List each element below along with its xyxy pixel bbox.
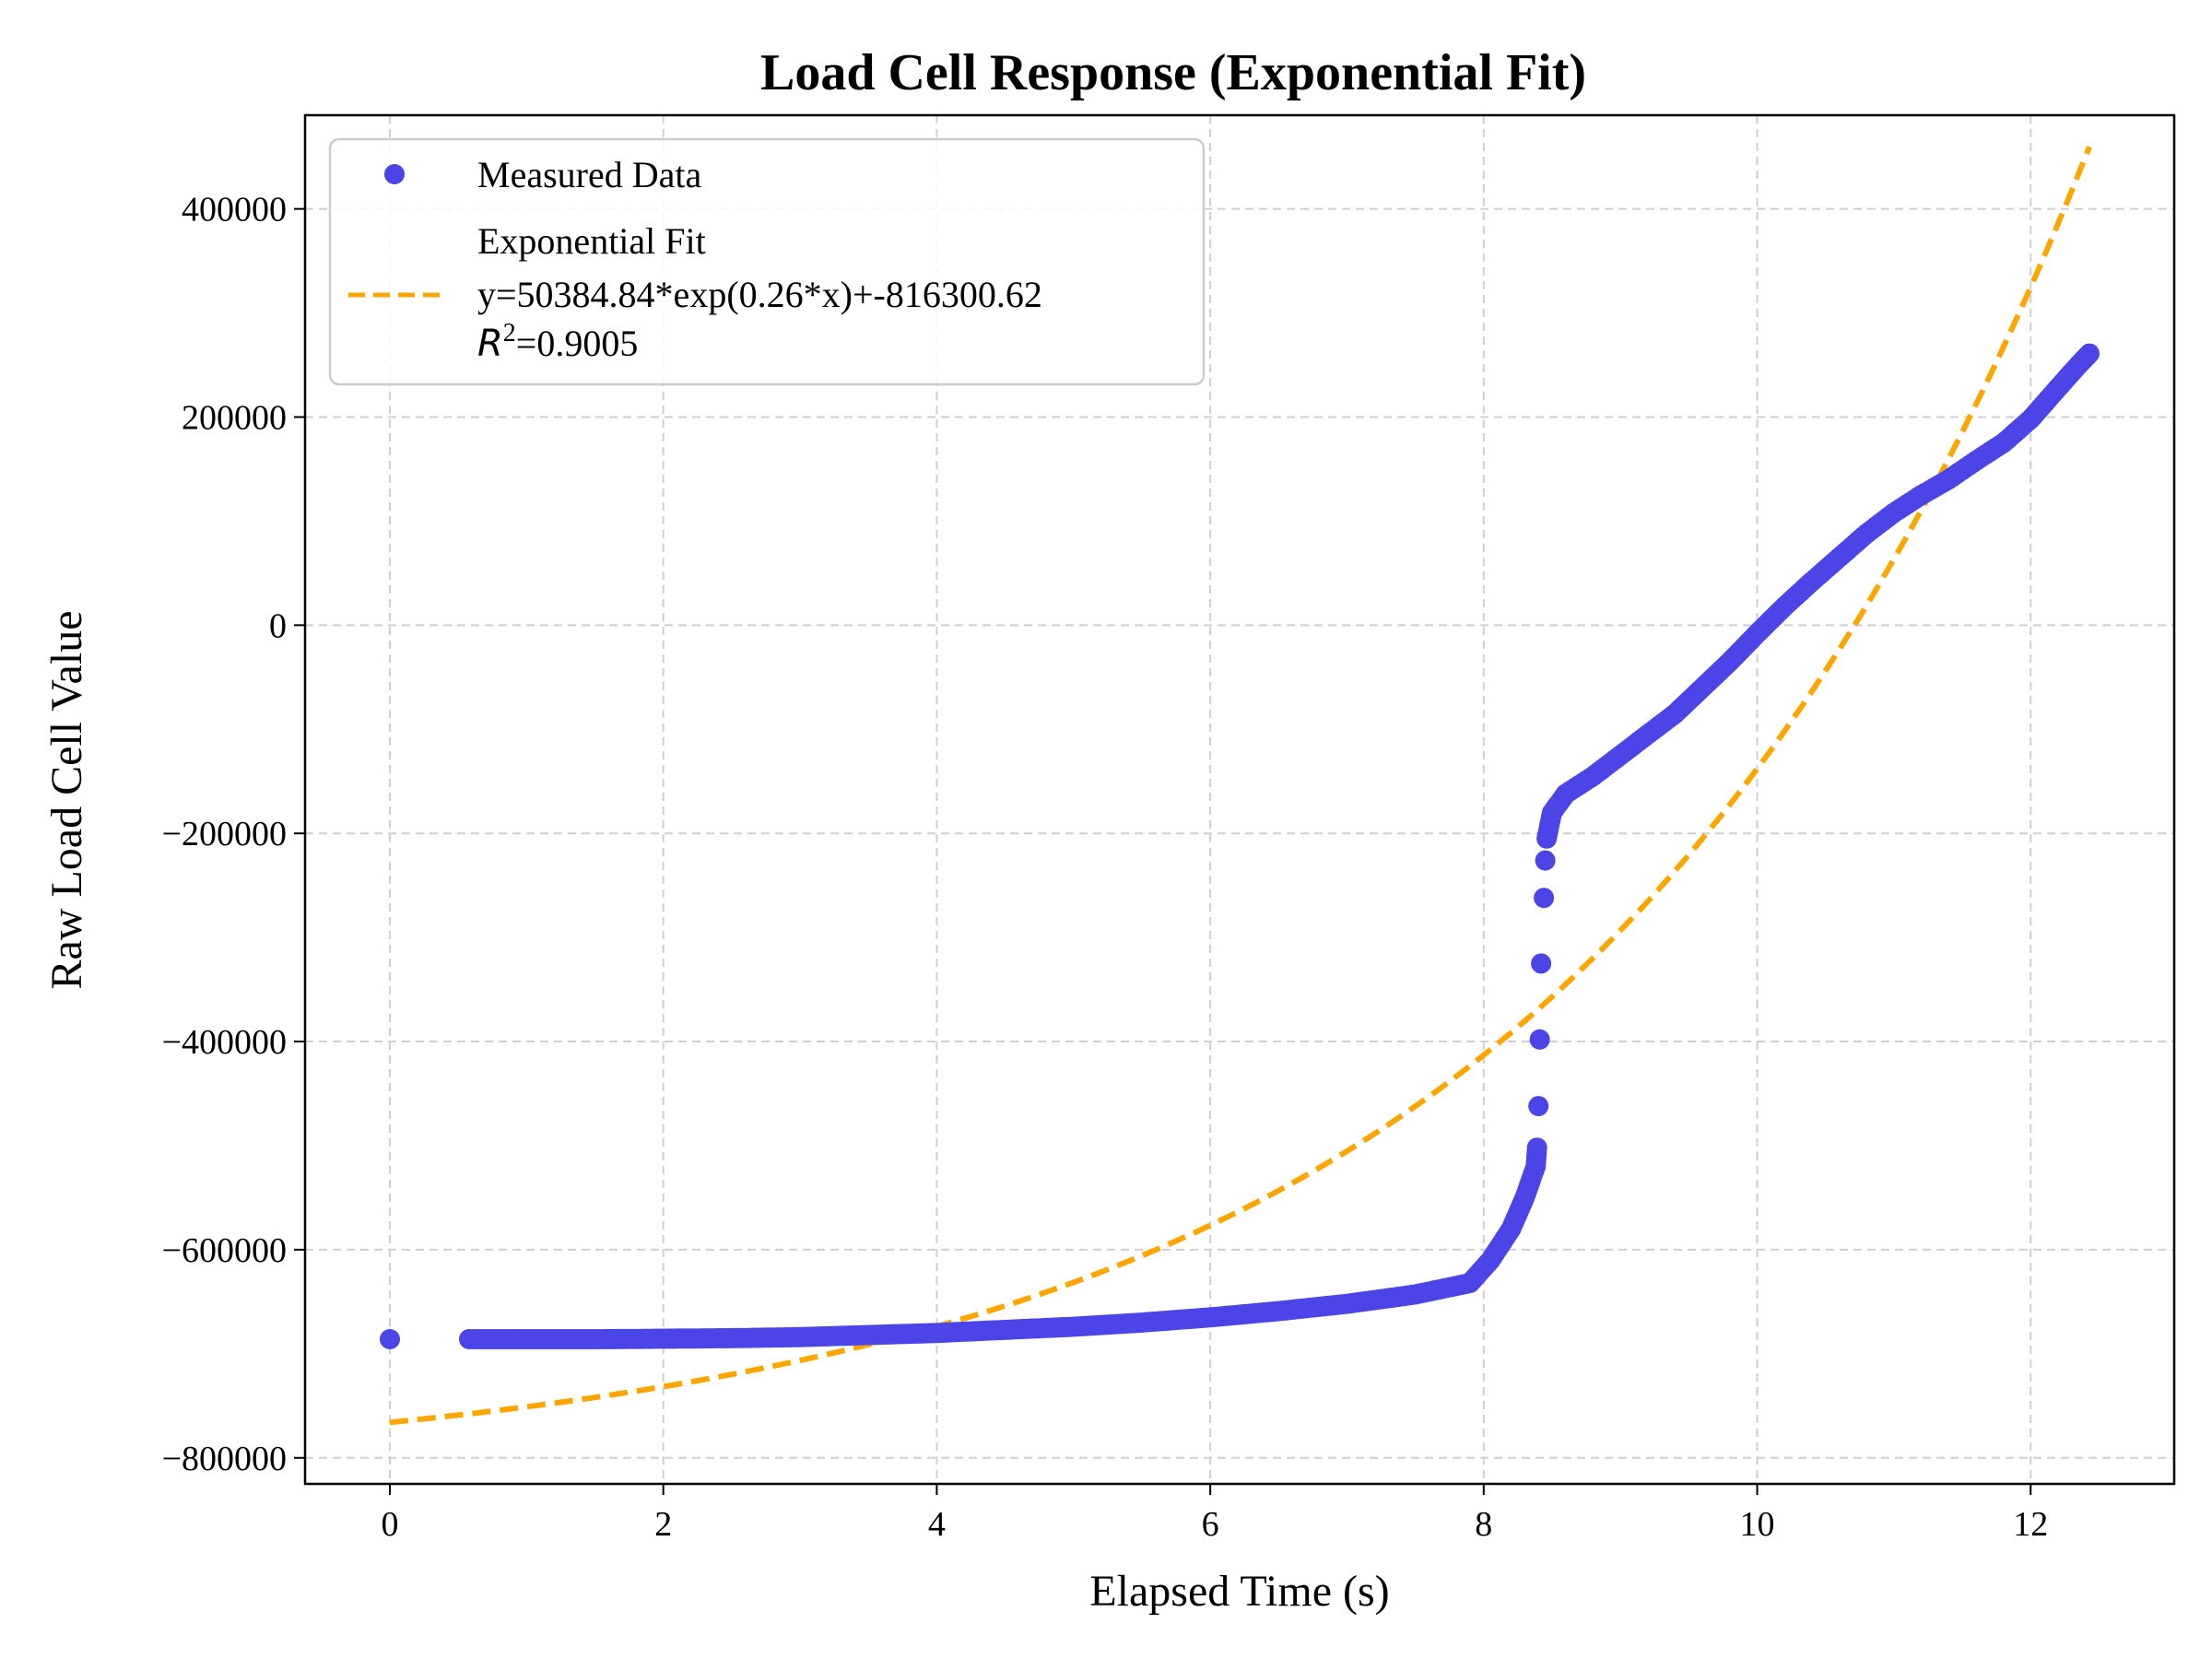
measured-point (1531, 953, 1552, 974)
fit-curve-layer (389, 146, 2092, 1426)
measured-point (1883, 502, 1904, 524)
measured-point (584, 1329, 606, 1349)
chart-title: Load Cell Response (Exponential Fit) (760, 44, 1586, 101)
measured-point (1774, 596, 1795, 617)
legend-marker-measured (384, 164, 405, 184)
measured-point (1534, 888, 1555, 909)
x-tick-label: 0 (381, 1505, 398, 1544)
y-tick-label: 0 (269, 606, 287, 645)
legend-label-fit-equation: y=50384.84*exp(0.26*x)+-816300.62 (477, 274, 1042, 315)
x-tick-label: 10 (1740, 1505, 1775, 1544)
measured-point (1542, 802, 1562, 823)
measured-point (1268, 1300, 1289, 1322)
measured-point (1911, 485, 1932, 506)
measured-point (1529, 1029, 1550, 1050)
measured-point (1535, 850, 1556, 871)
r2-value: =0.9005 (516, 323, 639, 364)
measured-point (1747, 623, 1768, 644)
measured-point (1993, 432, 2014, 453)
measured-point (1719, 651, 1740, 672)
legend-label-fit-r2: R2=0.9005 (477, 319, 638, 365)
legend-label-measured: Measured Data (477, 154, 701, 195)
measured-point (459, 1329, 479, 1349)
measured-point (1514, 1187, 1535, 1208)
x-axis-ticks: 0 2 4 6 8 10 12 (381, 1484, 2048, 1544)
x-tick-label: 4 (928, 1505, 946, 1544)
measured-point (653, 1328, 674, 1349)
measured-point (1965, 450, 1986, 471)
x-axis-title: Elapsed Time (s) (1089, 1567, 1389, 1616)
r-symbol: R (477, 323, 503, 365)
measured-point (1665, 703, 1686, 724)
y-tick-label: −600000 (162, 1231, 287, 1270)
measured-point (790, 1326, 810, 1347)
measured-point (1405, 1284, 1426, 1305)
measured-point (1525, 1156, 1547, 1177)
measured-point (1063, 1316, 1084, 1337)
measured-point (1131, 1312, 1152, 1333)
measured-point (1536, 828, 1558, 849)
measured-point (2020, 408, 2041, 429)
measured-point (1610, 745, 1631, 766)
measured-points-layer (380, 343, 2100, 1349)
measured-point (1336, 1293, 1358, 1314)
y-tick-label: −800000 (162, 1440, 287, 1478)
measured-point (1528, 1096, 1549, 1117)
measured-point (1829, 547, 1850, 568)
measured-point (1200, 1307, 1221, 1328)
y-tick-label: −400000 (162, 1023, 287, 1062)
x-tick-label: 8 (1475, 1505, 1492, 1544)
measured-point (1583, 766, 1604, 787)
measured-point (1637, 724, 1658, 745)
x-tick-label: 6 (1202, 1505, 1219, 1544)
y-axis-ticks: −800000 −600000 −400000 −200000 0 200000 40000… (162, 191, 305, 1478)
legend-box (328, 137, 1206, 386)
measured-point (516, 1329, 537, 1349)
measured-point (1480, 1250, 1501, 1271)
y-tick-label: 400000 (182, 191, 287, 229)
measured-point (2079, 343, 2100, 364)
measured-point (1500, 1218, 1522, 1240)
measured-point (926, 1323, 947, 1344)
y-tick-label: 200000 (182, 398, 287, 437)
measured-point (2047, 377, 2068, 398)
fit-curve (389, 146, 2092, 1426)
measured-point (1856, 524, 1877, 544)
measured-point (1526, 1137, 1547, 1159)
y-axis-title: Raw Load Cell Value (42, 610, 91, 989)
legend: Measured Data Exponential Fit y=50384.84… (328, 137, 1206, 386)
measured-point (380, 1329, 400, 1349)
measured-point (858, 1324, 879, 1346)
measured-point (1460, 1273, 1480, 1293)
measured-point (1555, 783, 1576, 805)
plot-frame (303, 113, 2176, 1486)
r-superscript: 2 (503, 319, 516, 347)
legend-label-fit-name: Exponential Fit (477, 220, 706, 262)
x-tick-label: 12 (2013, 1505, 2048, 1544)
measured-point (1938, 469, 1959, 490)
measured-point (1692, 677, 1713, 699)
y-tick-label: −200000 (162, 815, 287, 853)
measured-point (994, 1319, 1016, 1340)
measured-point (721, 1327, 742, 1348)
measured-point (1801, 571, 1822, 592)
x-tick-label: 2 (654, 1505, 672, 1544)
